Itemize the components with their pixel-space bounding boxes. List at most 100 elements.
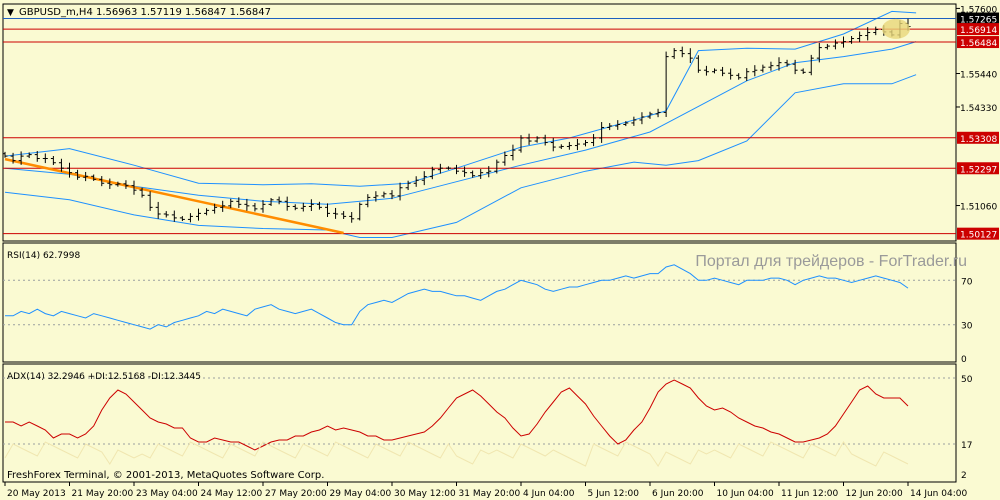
ohlc-bar bbox=[695, 55, 701, 73]
ohlc-bar bbox=[260, 199, 266, 213]
bollinger-upper bbox=[4, 10, 917, 187]
ohlc-bar bbox=[212, 203, 218, 214]
price-bars bbox=[2, 18, 911, 223]
ohlc-bar bbox=[599, 122, 605, 143]
level-label-box bbox=[957, 23, 999, 36]
time-axis: 20 May 2013 21 May 20:00 23 May 04:00 24 Ma… bbox=[4, 482, 967, 499]
time-tick-label: 14 Jun 04:00 bbox=[910, 489, 967, 499]
ohlc-bar bbox=[421, 171, 427, 186]
ohlc-bar bbox=[349, 212, 355, 223]
ohlc-bar bbox=[566, 141, 572, 150]
ohlc-bar bbox=[155, 201, 161, 219]
ohlc-bar bbox=[518, 135, 524, 153]
ohlc-bar bbox=[325, 203, 330, 217]
ohlc-bar bbox=[276, 196, 282, 205]
rsi-tick-label: 70 bbox=[961, 277, 973, 287]
ohlc-bar bbox=[365, 194, 371, 208]
rsi-panel-frame bbox=[2, 242, 957, 363]
time-tick-label: 30 May 12:00 bbox=[394, 489, 456, 499]
ohlc-bar bbox=[841, 36, 846, 48]
ohlc-bar bbox=[703, 65, 709, 76]
ohlc-bar bbox=[687, 48, 693, 64]
ohlc-bar bbox=[91, 174, 97, 181]
ohlc-bar bbox=[26, 152, 32, 159]
level-label-box bbox=[957, 131, 999, 144]
ohlc-bar bbox=[865, 27, 871, 41]
rsi-tick-label: 0 bbox=[961, 355, 967, 365]
ohlc-bar bbox=[752, 65, 758, 77]
ohlc-bar bbox=[107, 178, 113, 189]
ohlc-bar bbox=[244, 198, 250, 211]
ohlc-bar bbox=[462, 166, 468, 177]
adx-tick-label: 2 bbox=[961, 471, 967, 481]
ohlc-bar bbox=[760, 64, 766, 73]
ohlc-bar bbox=[292, 204, 298, 211]
ohlc-bar bbox=[736, 73, 742, 80]
level-label: 1.57265 bbox=[960, 16, 997, 26]
ohlc-bar bbox=[284, 196, 290, 211]
time-tick-label: 5 Jun 12:00 bbox=[588, 489, 640, 499]
ohlc-bar bbox=[744, 68, 750, 81]
ohlc-bar bbox=[631, 116, 637, 126]
ohlc-bar bbox=[873, 26, 879, 36]
ohlc-bar bbox=[494, 159, 500, 174]
level-label-box bbox=[957, 36, 999, 49]
adx-line bbox=[5, 379, 909, 451]
time-tick-label: 31 May 20:00 bbox=[459, 489, 521, 499]
ohlc-bar bbox=[187, 213, 193, 223]
ohlc-bar bbox=[333, 207, 339, 219]
ohlc-bar bbox=[720, 66, 726, 77]
highlight-group bbox=[881, 18, 910, 39]
ohlc-bar bbox=[792, 59, 798, 75]
watermark: Портал для трейдеров - ForTrader.ru bbox=[695, 253, 967, 270]
ohlc-bar bbox=[34, 150, 40, 162]
ohlc-bar bbox=[196, 208, 201, 221]
ohlc-bar bbox=[857, 31, 863, 43]
ohlc-bar bbox=[10, 152, 16, 164]
time-tick-label: 20 May 2013 bbox=[7, 489, 66, 499]
ohlc-bar bbox=[526, 133, 532, 145]
ohlc-bar bbox=[502, 151, 508, 166]
ohlc-bar bbox=[99, 176, 105, 187]
bollinger-bands bbox=[4, 10, 917, 238]
ohlc-bar bbox=[776, 57, 782, 71]
price-tick-label: 1.57600 bbox=[960, 5, 997, 15]
time-tick-label: 11 Jun 12:00 bbox=[781, 489, 838, 499]
time-tick-label: 23 May 04:00 bbox=[136, 489, 198, 499]
level-label-box bbox=[957, 162, 999, 175]
ohlc-bar bbox=[2, 151, 8, 158]
ohlc-bar bbox=[405, 180, 411, 191]
ohlc-bar bbox=[574, 138, 580, 151]
ohlc-bar bbox=[470, 170, 476, 178]
ohlc-bar bbox=[800, 68, 806, 74]
rsi-panel: 70 30 0 RSI(14) 62.7998 bbox=[3, 251, 973, 365]
ohlc-bar bbox=[816, 42, 822, 63]
time-tick-label: 12 Jun 20:00 bbox=[846, 489, 903, 499]
adx-panel-frame bbox=[2, 363, 957, 483]
ohlc-bar bbox=[663, 51, 669, 117]
ohlc-bar bbox=[639, 112, 645, 125]
price-tick-label: 1.54330 bbox=[960, 104, 997, 114]
ohlc-bar bbox=[784, 59, 790, 67]
ohlc-bar bbox=[50, 155, 56, 166]
time-tick-label: 29 May 04:00 bbox=[330, 489, 392, 499]
ohlc-bar bbox=[671, 48, 677, 59]
level-label: 1.53308 bbox=[960, 135, 997, 145]
horizontal-levels bbox=[3, 18, 956, 235]
ohlc-bar bbox=[316, 201, 322, 210]
level-label-box bbox=[957, 227, 999, 240]
ohlc-bar bbox=[437, 163, 443, 174]
ohlc-bar bbox=[413, 176, 419, 187]
ohlc-bar bbox=[454, 164, 459, 175]
ohlc-bar bbox=[389, 190, 395, 200]
ohlc-bar bbox=[712, 68, 717, 74]
level-label: 1.50127 bbox=[960, 231, 997, 241]
ohlc-bar bbox=[171, 210, 177, 222]
ohlc-bar bbox=[268, 198, 274, 206]
time-tick-label: 24 May 12:00 bbox=[201, 489, 263, 499]
symbol-menu-arrow-icon[interactable]: ▼ bbox=[7, 8, 14, 18]
adx-panel: 50 17 2 ADX(14) 32.2946 +DI:12.5168 -DI:12.… bbox=[3, 372, 973, 481]
level-label: 1.56914 bbox=[960, 26, 997, 36]
level-label-box bbox=[957, 12, 999, 25]
ohlc-bar bbox=[308, 199, 314, 212]
